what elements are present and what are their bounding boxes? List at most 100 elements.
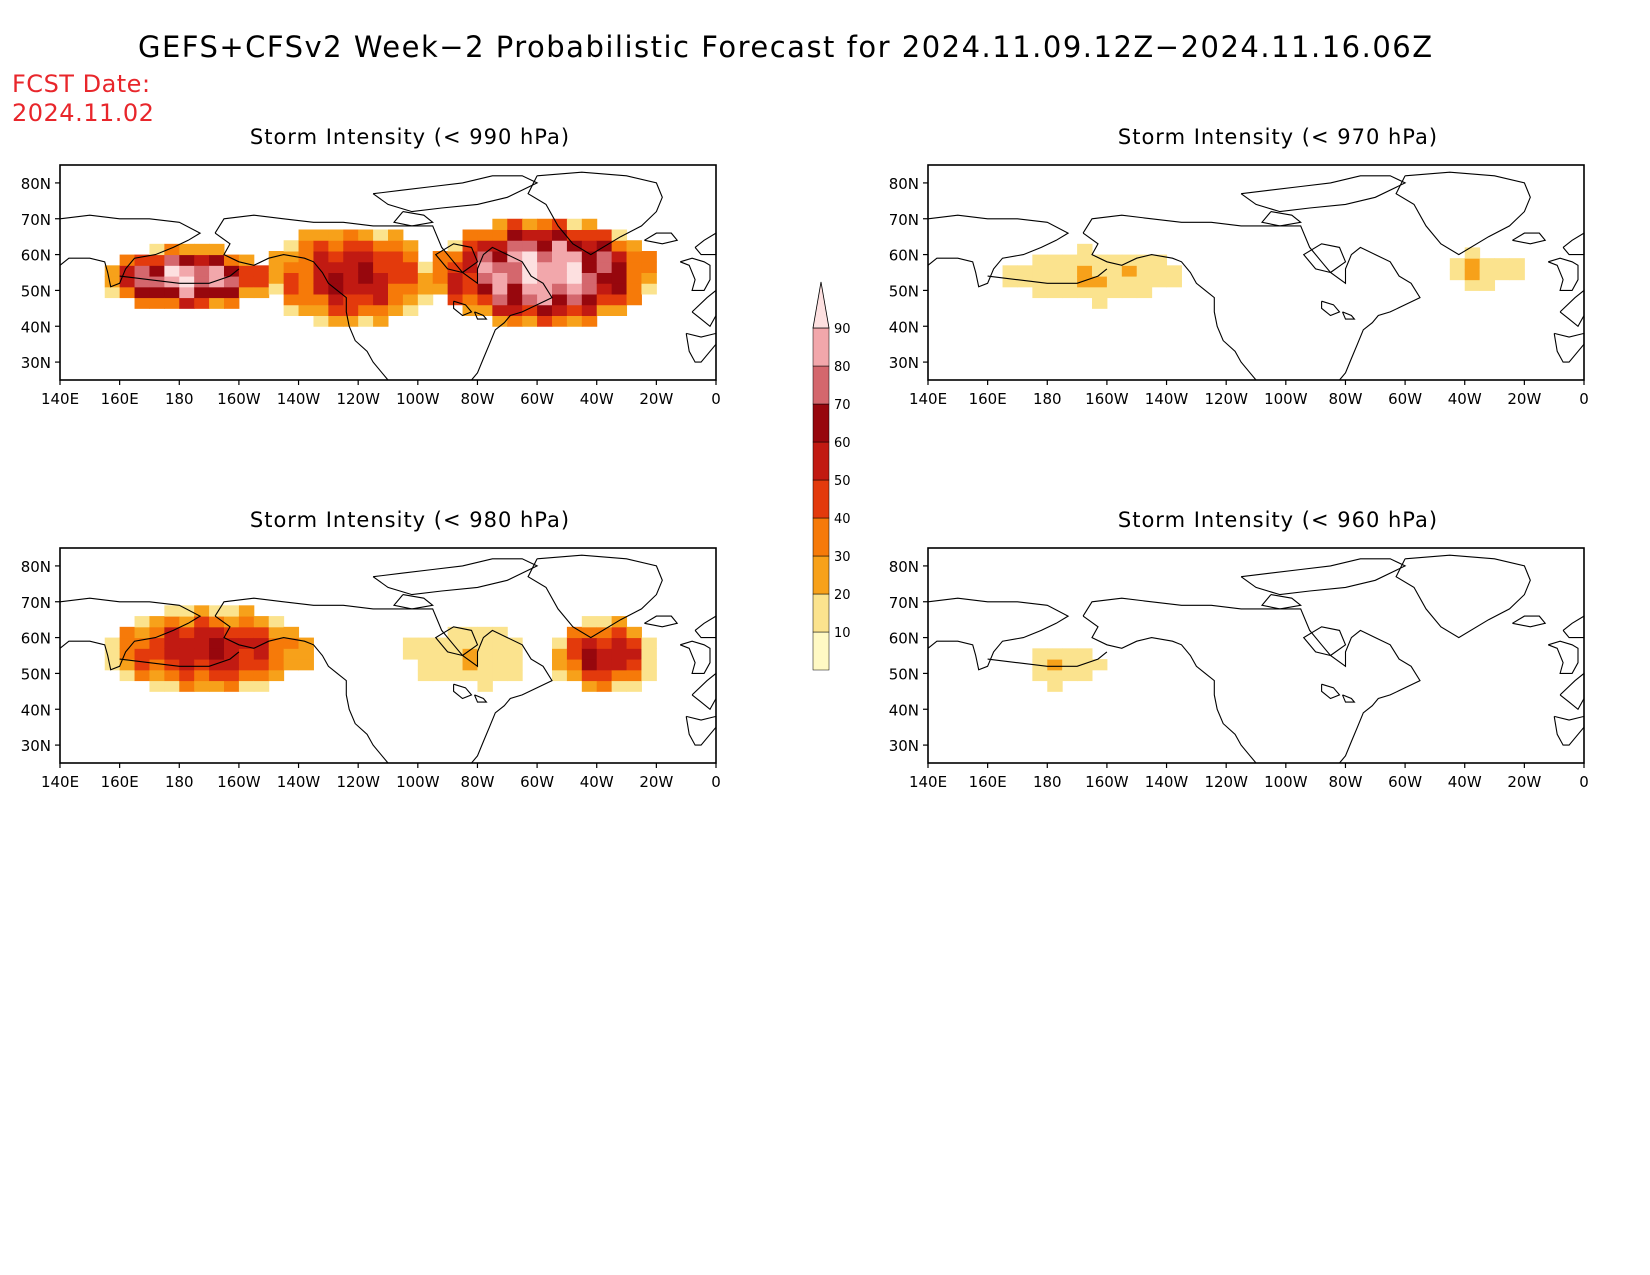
probability-cell (388, 240, 404, 252)
probability-cell (566, 315, 583, 327)
lon-tick-label: 80W (1328, 773, 1362, 791)
probability-cell (253, 680, 270, 692)
probability-cell (134, 637, 150, 649)
probability-cell (462, 626, 478, 639)
probability-cell (1047, 254, 1063, 266)
lat-tick-label: 40N (889, 318, 919, 336)
lat-tick-label: 60N (889, 247, 919, 265)
map-frame (927, 164, 1585, 381)
probability-cell (1464, 279, 1481, 291)
probability-cell (179, 605, 195, 617)
probability-cell (432, 669, 449, 682)
colorbar-label: 70 (834, 398, 851, 413)
probability-cell (164, 286, 180, 299)
probability-cell (507, 294, 523, 306)
probability-cell (1136, 265, 1153, 277)
probability-cell (566, 304, 583, 316)
probability-cell (566, 659, 583, 671)
probability-cell (402, 637, 419, 649)
probability-cell (134, 626, 150, 639)
probability-cell (1047, 680, 1063, 692)
probability-cell (164, 648, 180, 660)
probability-cell (492, 626, 508, 639)
lon-tick-label: 20W (639, 773, 673, 791)
probability-cell (1032, 669, 1048, 682)
lon-tick-label: 160W (1085, 390, 1129, 408)
lat-tick-label: 80N (889, 175, 919, 193)
probability-cell (224, 680, 240, 692)
lat-tick-label: 30N (889, 354, 919, 372)
probability-cell (462, 229, 478, 241)
probability-cell (626, 659, 642, 671)
probability-cell (581, 294, 598, 306)
lat-tick-label: 60N (889, 630, 919, 648)
probability-cell (402, 648, 419, 660)
lon-tick-label: 0 (711, 773, 721, 791)
colorbar-segment (812, 593, 830, 633)
probability-cell (492, 272, 508, 284)
probability-cell (224, 605, 240, 617)
probability-cell (1464, 268, 1481, 281)
probability-cell (1494, 268, 1510, 281)
probability-cells (104, 605, 657, 692)
coastline (434, 243, 479, 274)
probability-cell (179, 637, 195, 649)
lon-tick-label: 40W (580, 773, 614, 791)
probability-cell (552, 669, 568, 682)
probability-cell (1509, 268, 1525, 281)
probability-cell (179, 265, 195, 277)
coastline (1512, 615, 1547, 628)
probability-cell (641, 261, 657, 273)
probability-cell (447, 659, 464, 671)
probability-cell (641, 251, 657, 263)
probability-cell (1494, 258, 1510, 270)
probability-cell (224, 626, 240, 639)
probability-cell (1092, 286, 1108, 299)
probability-cell (1464, 247, 1481, 259)
coastline (1553, 715, 1585, 746)
probability-cell (596, 680, 613, 692)
panel-title: Storm Intensity (< 990 hPa) (249, 125, 571, 149)
coastline (987, 268, 1108, 284)
probability-cell (388, 251, 404, 263)
colorbar-segment (812, 441, 830, 481)
probability-cell (417, 648, 434, 660)
probability-cell (373, 315, 389, 327)
probability-cell (611, 659, 628, 671)
probability-cell (581, 637, 598, 649)
probability-cell (596, 616, 613, 628)
probability-cell (611, 637, 628, 649)
probability-cell (313, 272, 329, 284)
probability-cell (537, 251, 553, 263)
probability-cell (596, 283, 613, 295)
coastline (1082, 597, 1421, 764)
probability-cell (432, 251, 449, 263)
probability-cell (507, 261, 523, 273)
probability-cell (149, 616, 165, 628)
probability-cell (626, 272, 642, 284)
coastline (685, 715, 717, 746)
probability-cell (581, 283, 598, 295)
probability-cell (134, 659, 150, 671)
probability-cell (1106, 254, 1123, 266)
probability-cell (447, 294, 464, 306)
probability-cell (462, 637, 478, 649)
probability-cell (1106, 286, 1123, 299)
probability-cell (313, 283, 329, 295)
probability-cell (104, 265, 121, 277)
map-frame (927, 547, 1585, 764)
probability-cell (209, 286, 225, 299)
probability-cell (1449, 268, 1466, 281)
probability-cell (119, 648, 136, 660)
probability-cell (537, 218, 553, 230)
probability-cell (358, 304, 374, 316)
lon-tick-label: 160W (217, 390, 261, 408)
probability-cell (268, 659, 285, 671)
coastline (1082, 615, 1257, 764)
probability-cell (179, 616, 195, 628)
probability-cell (164, 637, 180, 649)
probability-cell (119, 669, 136, 682)
probability-cell (447, 283, 464, 295)
probability-cell (209, 243, 225, 256)
probability-cell (477, 659, 493, 671)
